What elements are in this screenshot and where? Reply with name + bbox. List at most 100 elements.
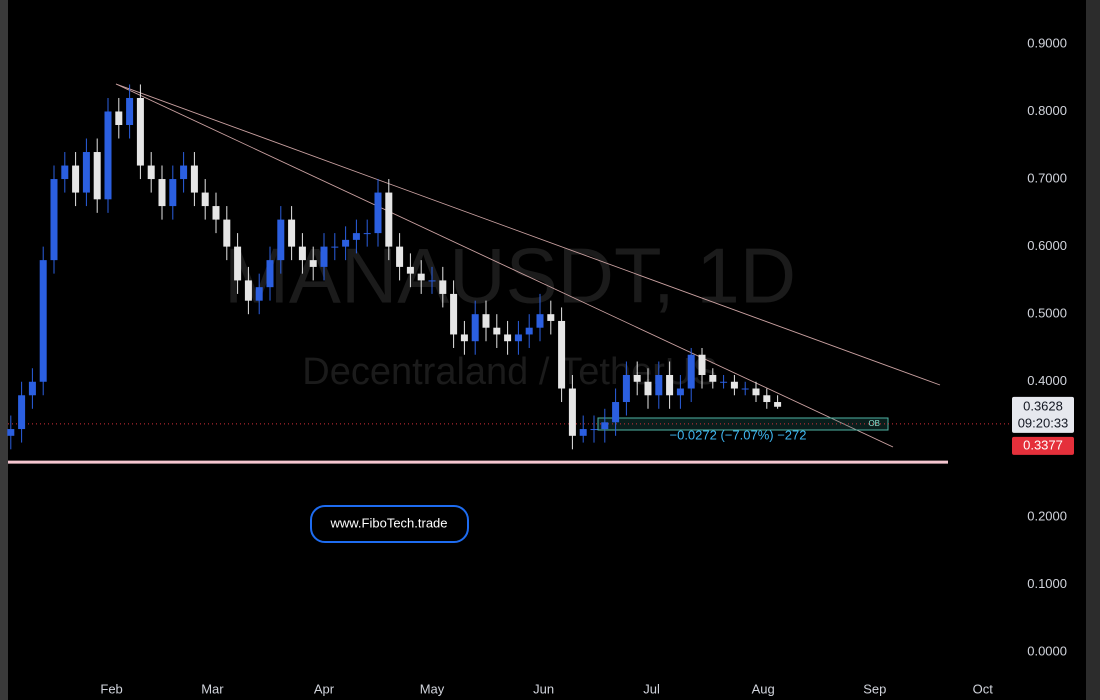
x-tick-label: Sep <box>863 681 886 696</box>
candle-body <box>547 314 555 321</box>
website-badge[interactable] <box>310 505 469 543</box>
candle-body <box>342 239 350 247</box>
candle-body <box>298 246 306 261</box>
candle-body <box>568 388 576 436</box>
level-price-box <box>1012 436 1074 455</box>
y-tick-label: 0.2000 <box>1027 508 1067 523</box>
candle-body <box>752 388 760 396</box>
candle-body <box>622 375 630 403</box>
candle-body <box>320 246 328 267</box>
candle-body <box>633 375 641 382</box>
candle-body <box>655 375 663 396</box>
x-tick-label: Jun <box>533 681 554 696</box>
candle-body <box>72 165 80 193</box>
x-tick-label: Aug <box>752 681 775 696</box>
candle-body <box>180 165 188 180</box>
candle-body <box>244 280 252 301</box>
candle-body <box>126 97 134 125</box>
candle-body <box>666 375 674 396</box>
y-tick-label: 0.1000 <box>1027 576 1067 591</box>
candle-body <box>417 273 425 281</box>
candle-body <box>396 246 404 267</box>
candle-body <box>428 280 436 282</box>
candle-body <box>18 395 26 430</box>
y-tick-label: 0.5000 <box>1027 306 1067 321</box>
candle-body <box>698 354 706 375</box>
y-tick-label: 0.7000 <box>1027 170 1067 185</box>
x-tick-label: Jul <box>643 681 660 696</box>
right-frame <box>1086 0 1100 700</box>
x-tick-label: Feb <box>100 681 122 696</box>
candle-body <box>255 287 263 301</box>
candle-body <box>190 165 198 193</box>
candle-body <box>741 388 749 390</box>
candle-body <box>104 111 112 200</box>
candle-body <box>601 422 609 430</box>
candle-body <box>385 192 393 247</box>
last-price-box <box>1012 396 1074 433</box>
candle-body <box>169 179 177 207</box>
countdown-label: 09:20:33 <box>1018 415 1069 430</box>
candle-body <box>28 381 36 396</box>
trendline <box>115 83 941 386</box>
x-tick-label: May <box>420 681 445 696</box>
candle-body <box>82 152 90 193</box>
candle-body <box>482 314 490 328</box>
y-tick-label: 0.4000 <box>1027 373 1067 388</box>
candle-body <box>774 402 782 407</box>
watermark-title: MANAUSDT, 1D <box>224 232 796 320</box>
level-price-label: 0.3377 <box>1023 437 1063 452</box>
candle-body <box>763 395 771 403</box>
candle-body <box>115 111 123 125</box>
candle-body <box>201 192 209 207</box>
candle-body <box>7 429 15 436</box>
y-tick-label: 0.8000 <box>1027 103 1067 118</box>
candle-body <box>471 314 479 342</box>
candle-body <box>590 429 598 431</box>
candle-body <box>493 327 501 335</box>
candle-body <box>504 334 512 342</box>
candle-body <box>363 233 371 235</box>
candle-body <box>644 381 652 396</box>
candle-body <box>525 327 533 335</box>
candle-body <box>450 293 458 335</box>
candle-body <box>147 165 155 180</box>
candle-body <box>309 260 317 267</box>
candle-body <box>709 375 717 382</box>
candle-body <box>536 314 544 328</box>
candle-body <box>352 233 360 240</box>
website-label[interactable]: www.FiboTech.trade <box>329 515 447 530</box>
candle-body <box>439 280 447 294</box>
candle-body <box>93 152 101 200</box>
candle-body <box>223 219 231 247</box>
candle-body <box>730 381 738 389</box>
left-frame <box>0 0 8 700</box>
candle-body <box>331 246 339 248</box>
candle-body <box>212 206 220 220</box>
x-tick-label: Oct <box>973 681 994 696</box>
candle-body <box>288 219 296 247</box>
x-tick-label: Apr <box>314 681 335 696</box>
candle-body <box>406 266 414 274</box>
candle-body <box>61 165 69 180</box>
y-tick-label: 0.0000 <box>1027 643 1067 658</box>
last-price-label: 0.3628 <box>1023 398 1063 413</box>
candle-body <box>676 388 684 396</box>
candle-body <box>277 219 285 261</box>
candle-body <box>579 429 587 436</box>
candle-body <box>374 192 382 234</box>
ob-label: OB <box>868 419 880 428</box>
x-tick-label: Mar <box>201 681 224 696</box>
y-tick-label: 0.9000 <box>1027 35 1067 50</box>
candle-body <box>266 260 274 288</box>
candle-body <box>158 179 166 207</box>
y-tick-label: 0.6000 <box>1027 238 1067 253</box>
candle-body <box>514 334 522 342</box>
candle-body <box>39 260 47 382</box>
measure-label: −0.0272 (−7.07%) −272 <box>670 427 807 442</box>
candle-body <box>612 402 620 423</box>
candle-body <box>558 320 566 389</box>
